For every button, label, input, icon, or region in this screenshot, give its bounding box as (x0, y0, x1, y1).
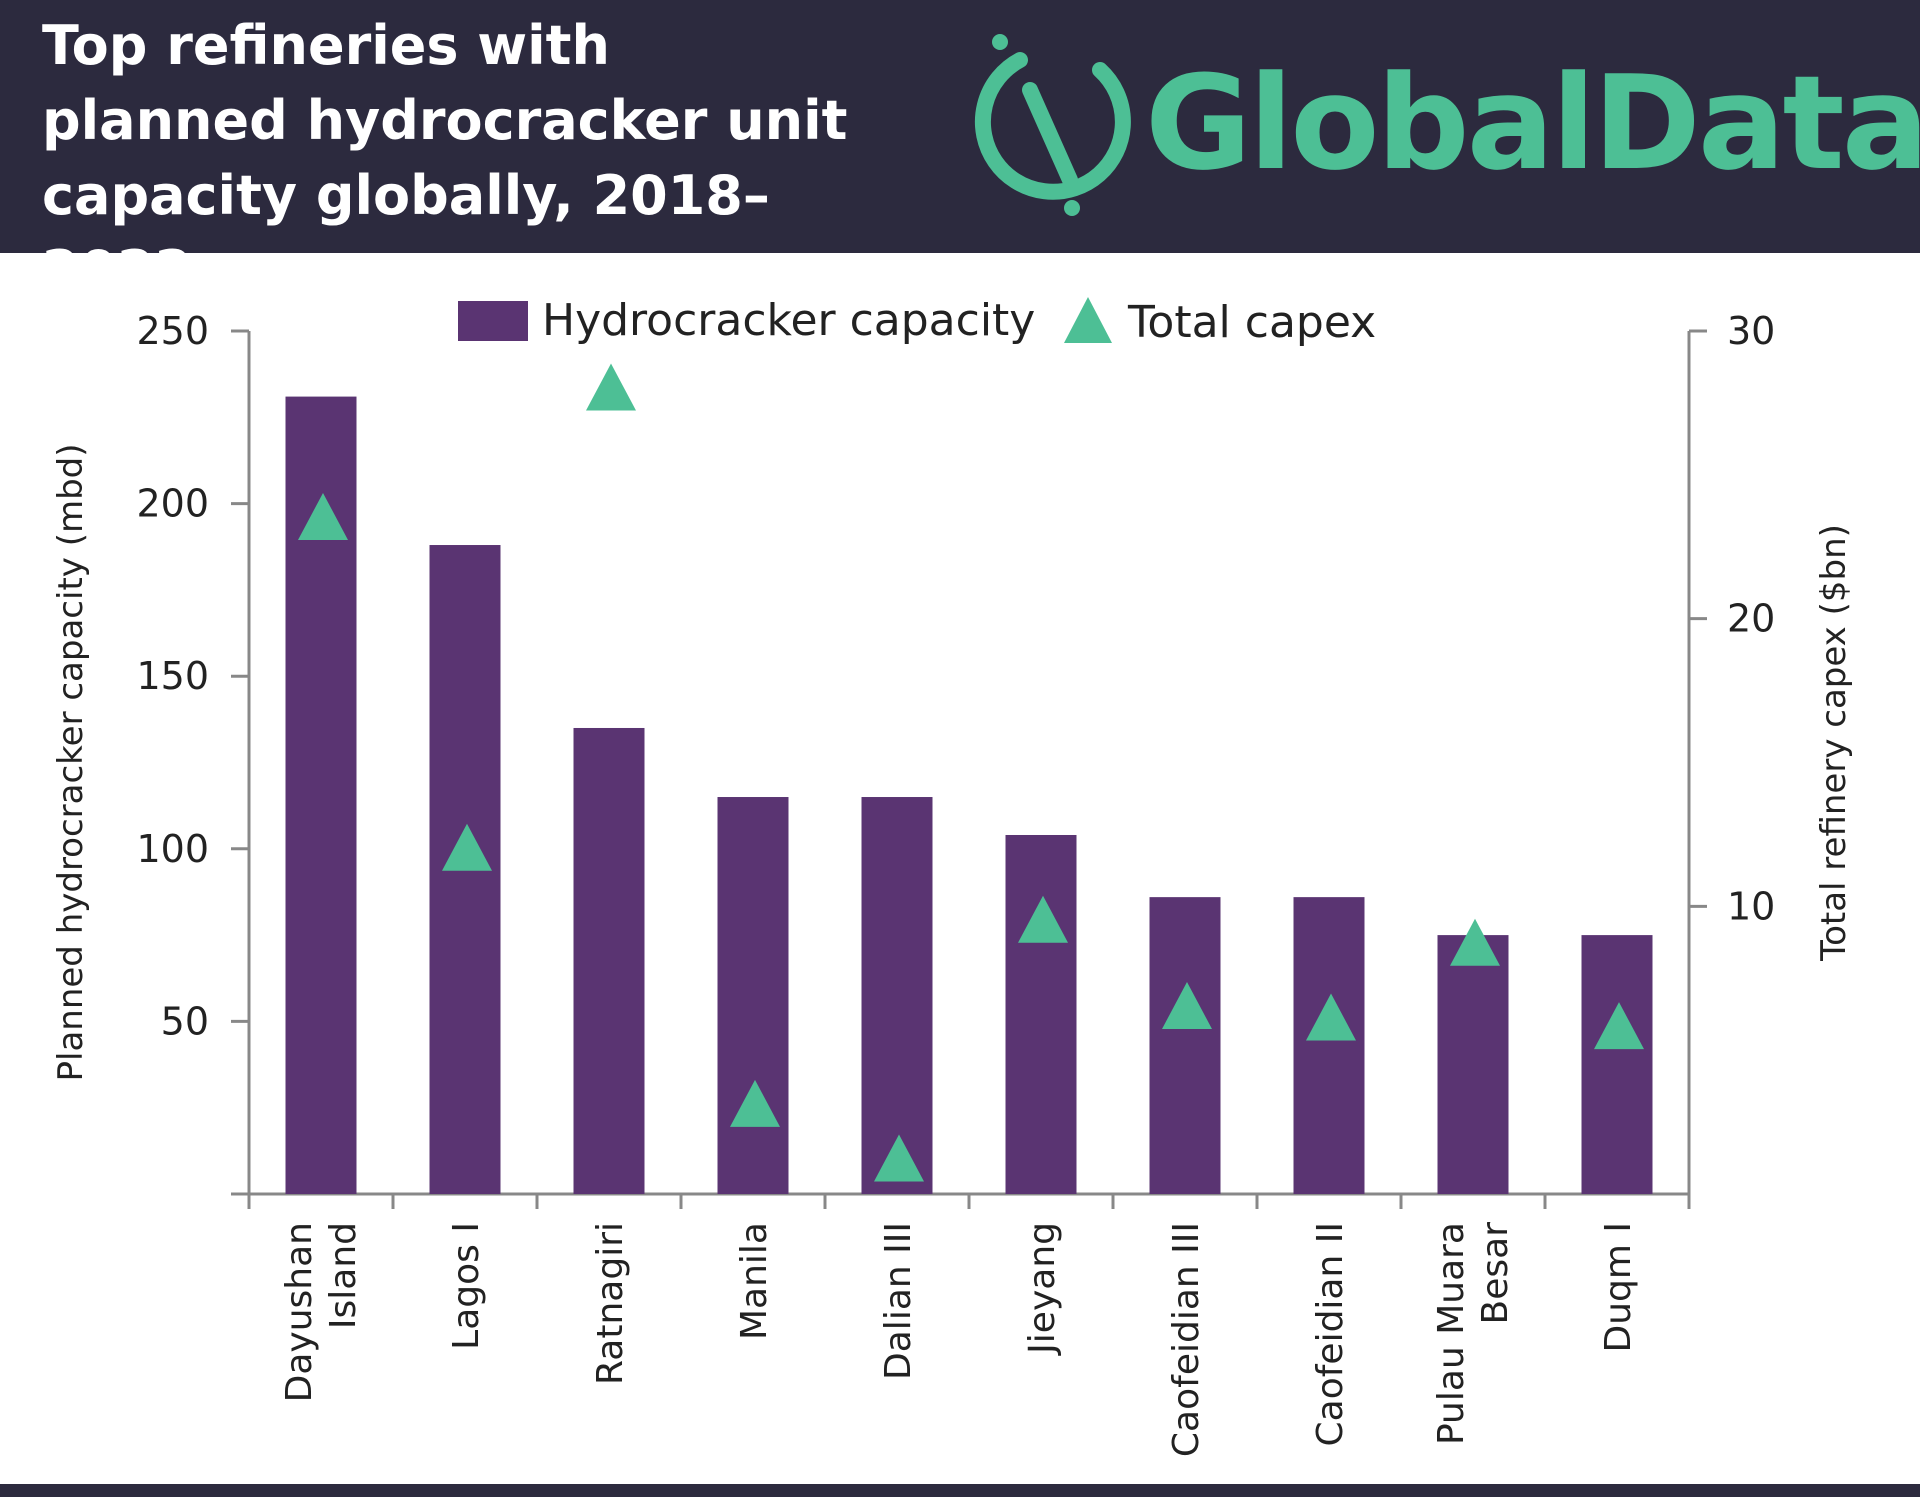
left-tick-label: 100 (136, 827, 209, 871)
capex-marker-caofeidian-ii (1306, 993, 1356, 1041)
capex-marker-dalian-iii (874, 1134, 924, 1182)
right-tick-label: 30 (1727, 309, 1775, 353)
bar-ratnagiri (573, 727, 645, 1194)
bar-dalian-iii (861, 797, 933, 1194)
logo-text: GlobalData. (1145, 47, 1920, 199)
capex-marker-jieyang (1018, 895, 1068, 943)
capex-marker-pulau-muara-besar (1450, 918, 1500, 966)
left-axis-label: Planned hydrocracker capacity (mbd) (51, 443, 91, 1081)
bar-manila (717, 797, 789, 1194)
category-label: Caofeidian II (1310, 1222, 1351, 1446)
logo-icon (974, 34, 1131, 216)
category-label: Jieyang (1022, 1222, 1063, 1356)
bar-duqm-i (1581, 935, 1653, 1194)
capex-marker-dayushan-island (298, 492, 348, 540)
legend-label-capex: Total capex (1127, 297, 1376, 348)
bar-jieyang (1005, 834, 1077, 1194)
capex-marker-lagos-i (442, 823, 492, 871)
bar-caofeidian-iii (1149, 897, 1221, 1194)
category-label: Dalian III (878, 1222, 919, 1380)
capex-marker-manila (730, 1079, 780, 1127)
category-label: DayushanIsland (279, 1222, 364, 1402)
header: Top refineries with planned hydrocracker… (0, 0, 1920, 302)
right-tick-label: 10 (1727, 884, 1775, 928)
chart: 50 100 150 200 250 10 20 30 DayushanIsland Lagos … (51, 295, 1854, 1457)
footer-bar (0, 1484, 1920, 1497)
right-axis-label: Total refinery capex ($bn) (1814, 524, 1854, 962)
left-tick-label: 50 (161, 999, 209, 1043)
category-label: Pulau MuaraBesar (1431, 1222, 1516, 1445)
category-label: Ratnagiri (590, 1222, 631, 1385)
category-label: Caofeidian III (1166, 1222, 1207, 1457)
right-tick-label: 20 (1727, 597, 1775, 641)
chart-title: Top refineries with planned hydrocracker… (42, 14, 848, 302)
left-tick-label: 200 (136, 482, 209, 526)
category-label: Duqm I (1598, 1222, 1639, 1353)
capex-marker-duqm-i (1594, 1002, 1644, 1050)
left-tick-label: 150 (136, 654, 209, 698)
capex-marker-ratnagiri (586, 363, 636, 411)
bar-pulau-muara-besar (1437, 935, 1509, 1194)
legend-triangle-swatch (1064, 297, 1112, 343)
category-label: Lagos I (446, 1222, 487, 1350)
left-tick-label: 250 (136, 309, 209, 353)
category-label: Manila (734, 1222, 775, 1340)
globaldata-logo: GlobalData. (960, 30, 1920, 220)
legend-label-capacity: Hydrocracker capacity (542, 295, 1035, 346)
legend-bar-swatch (458, 301, 528, 341)
capex-marker-caofeidian-iii (1162, 982, 1212, 1030)
bar-caofeidian-ii (1293, 897, 1365, 1194)
